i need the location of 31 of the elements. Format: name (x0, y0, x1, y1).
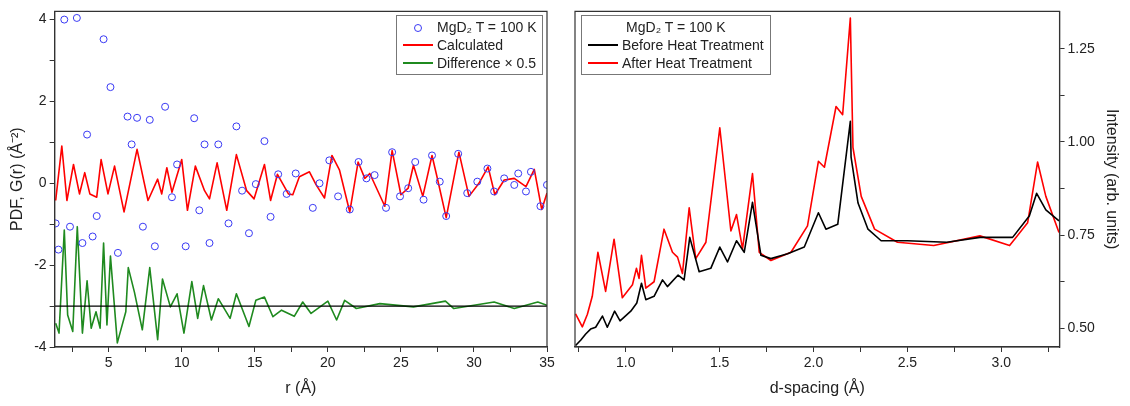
x-tick-label: 35 (539, 354, 555, 371)
x-axis-title: d-spacing (Å) (769, 377, 865, 396)
legend-label: Difference × 0.5 (437, 54, 536, 73)
x-tick-label: 3.0 (991, 354, 1012, 371)
y-tick-label: 2 (38, 92, 47, 109)
x-tick-label: 5 (104, 354, 113, 371)
y2-tick-label: 0.50 (1067, 319, 1096, 336)
y2-tick-label: 0.75 (1067, 225, 1096, 242)
y-tick-label: 4 (38, 10, 47, 27)
x-tick-label: 2.0 (803, 354, 824, 371)
y-tick-label: 0 (38, 174, 47, 191)
x-tick-label: 10 (173, 354, 190, 371)
x-tick-label: 15 (247, 354, 263, 371)
legend-title: MgD₂ T = 100 K (625, 18, 727, 37)
x-axis-title: r (Å) (285, 377, 317, 396)
y2-axis-title: Intensity (arb. units) (1103, 108, 1121, 250)
x-tick-label: 30 (466, 354, 482, 371)
x-tick-label: 1.5 (709, 354, 730, 371)
y2-tick-label: 1.25 (1067, 39, 1096, 56)
legend-label: MgD₂ T = 100 K (437, 18, 537, 37)
x-tick-label: 25 (393, 354, 409, 371)
y-tick-label: -4 (34, 337, 47, 354)
y2-tick-label: 1.00 (1067, 132, 1096, 149)
legend-label: After Heat Treatment (622, 54, 752, 73)
y-axis-title: PDF, G(r) (Å⁻²) (7, 127, 26, 232)
y-tick-label: -2 (34, 256, 47, 273)
legend-label: Before Heat Treatment (622, 36, 764, 55)
x-tick-label: 2.5 (897, 354, 918, 371)
legend-label: Calculated (437, 36, 504, 55)
x-tick-label: 1.0 (615, 354, 636, 371)
x-tick-label: 20 (320, 354, 336, 371)
